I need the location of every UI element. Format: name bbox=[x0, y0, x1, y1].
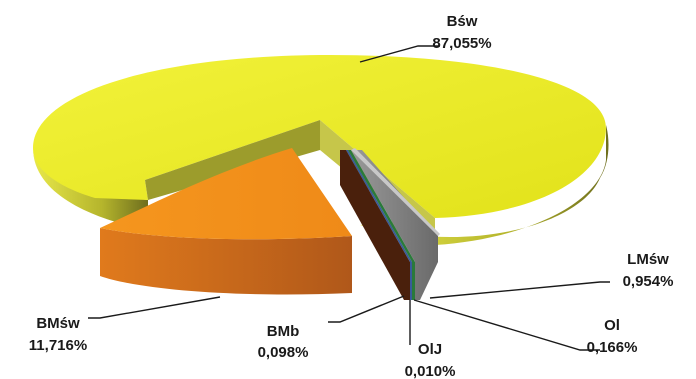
slice-lmsw bbox=[351, 148, 440, 300]
label-bmb-name: BMb bbox=[267, 323, 300, 340]
label-olj-name: OlJ bbox=[418, 341, 442, 358]
leader-ol bbox=[413, 299, 600, 351]
label-olj-value: 0,010% bbox=[405, 363, 456, 379]
leader-bmb bbox=[328, 295, 405, 323]
slice-bsw-top bbox=[33, 55, 606, 218]
leader-lines bbox=[88, 45, 610, 351]
slice-bmb bbox=[340, 150, 410, 300]
slice-bmsw bbox=[100, 148, 352, 295]
label-bmsw-value: 11,716% bbox=[29, 337, 87, 354]
label-ol-name: Ol bbox=[604, 317, 620, 334]
labels: Bśw 87,055% BMśw 11,716% BMb 0,098% OlJ … bbox=[29, 13, 674, 379]
label-bmb-value: 0,098% bbox=[258, 344, 309, 361]
label-bsw-name: Bśw bbox=[447, 13, 478, 30]
label-bmsw-name: BMśw bbox=[36, 315, 80, 332]
leader-bsw bbox=[359, 45, 440, 63]
leader-lmsw bbox=[429, 281, 610, 299]
label-bsw-value: 87,055% bbox=[432, 35, 491, 52]
slice-bmsw-side bbox=[100, 228, 352, 295]
label-lmsw-value: 0,954% bbox=[623, 273, 674, 290]
slice-bmb-face bbox=[340, 150, 410, 300]
slice-bmsw-top bbox=[100, 148, 352, 240]
leader-bmsw bbox=[88, 296, 221, 319]
slice-lmsw-face bbox=[351, 150, 438, 300]
label-lmsw-name: LMśw bbox=[627, 251, 669, 268]
slice-bsw-side bbox=[33, 148, 148, 230]
label-ol-value: 0,166% bbox=[587, 339, 638, 356]
slice-lmsw-edge bbox=[351, 148, 440, 236]
slice-bsw-cut bbox=[145, 120, 320, 200]
